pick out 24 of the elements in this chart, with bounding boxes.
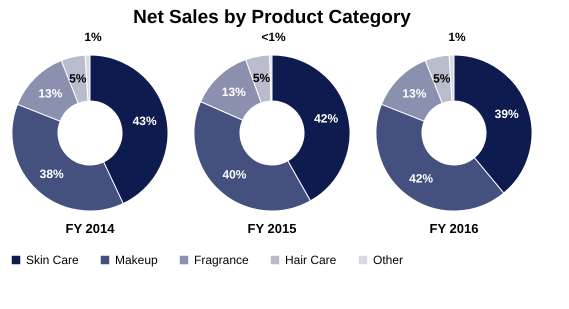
data-label: 1% bbox=[448, 30, 466, 44]
data-label: 43% bbox=[132, 114, 157, 128]
legend-label: Fragrance bbox=[194, 253, 250, 267]
data-label: 5% bbox=[433, 71, 451, 86]
data-label: 39% bbox=[494, 107, 520, 122]
data-label: 1% bbox=[84, 30, 102, 44]
text: FY 2015 bbox=[248, 221, 296, 236]
data-label: <1% bbox=[261, 30, 286, 44]
data-label: 40% bbox=[222, 168, 247, 182]
data-label: 13% bbox=[222, 85, 246, 100]
data-label: 42% bbox=[314, 112, 338, 126]
data-label: 5% bbox=[252, 70, 271, 85]
data-label: 42% bbox=[409, 171, 434, 186]
text: FY 2016 bbox=[430, 221, 478, 236]
legend-label: Makeup bbox=[115, 253, 158, 267]
legend-label: Skin Care bbox=[26, 253, 80, 267]
data-label: 13% bbox=[38, 86, 63, 100]
text: FY 2014 bbox=[66, 221, 116, 236]
data-label: 38% bbox=[40, 166, 64, 181]
data-label: 5% bbox=[69, 71, 87, 86]
legend-label: Hair Care bbox=[285, 253, 337, 267]
data-label: 13% bbox=[402, 86, 427, 100]
chart-title: Net Sales by Product Category bbox=[133, 7, 412, 28]
legend-label: Other bbox=[373, 253, 404, 267]
